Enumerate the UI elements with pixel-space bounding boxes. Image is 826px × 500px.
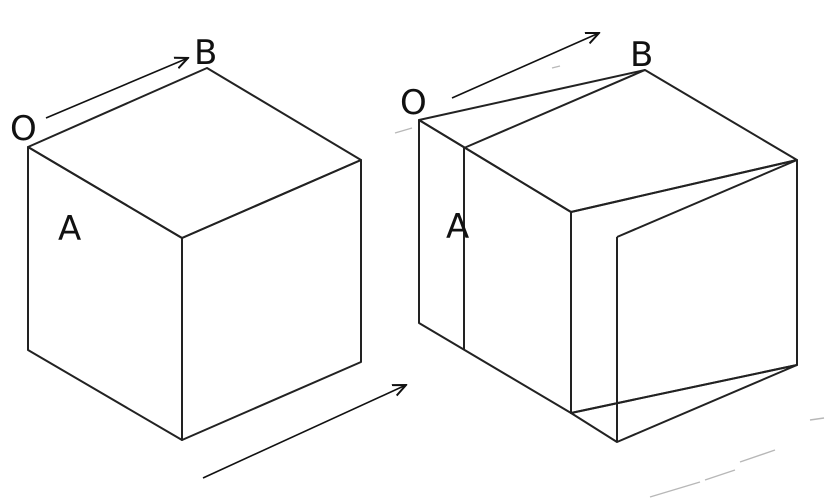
- left-cube-right-face: [181, 159, 362, 441]
- left-cube-top-arrow: [45, 58, 188, 119]
- right-cube-top-arrow: [451, 33, 599, 99]
- bottom-shear-arrow: [202, 385, 406, 479]
- right-cube-right-face: [570, 159, 798, 414]
- left-cube-label-b: B: [194, 33, 217, 73]
- right-cube-label-a: A: [446, 207, 469, 247]
- right-cube-label-b: B: [630, 35, 653, 75]
- right-cube-left-face: [418, 119, 572, 414]
- sketch-marks: [394, 65, 825, 498]
- left-cube-label-a: A: [58, 209, 81, 249]
- right-cube-top-face: [418, 69, 798, 213]
- right-cube-yellow-diagonal: [616, 159, 798, 238]
- right-cube-diagonal-top: [463, 69, 646, 149]
- left-cube-label-o: O: [10, 109, 37, 149]
- right-cube-label-o: O: [400, 83, 427, 123]
- left-cube-left-face: [27, 146, 183, 441]
- right-cube: [418, 69, 798, 443]
- right-cube-hidden-bottom: [570, 364, 798, 443]
- left-cube: [27, 67, 362, 441]
